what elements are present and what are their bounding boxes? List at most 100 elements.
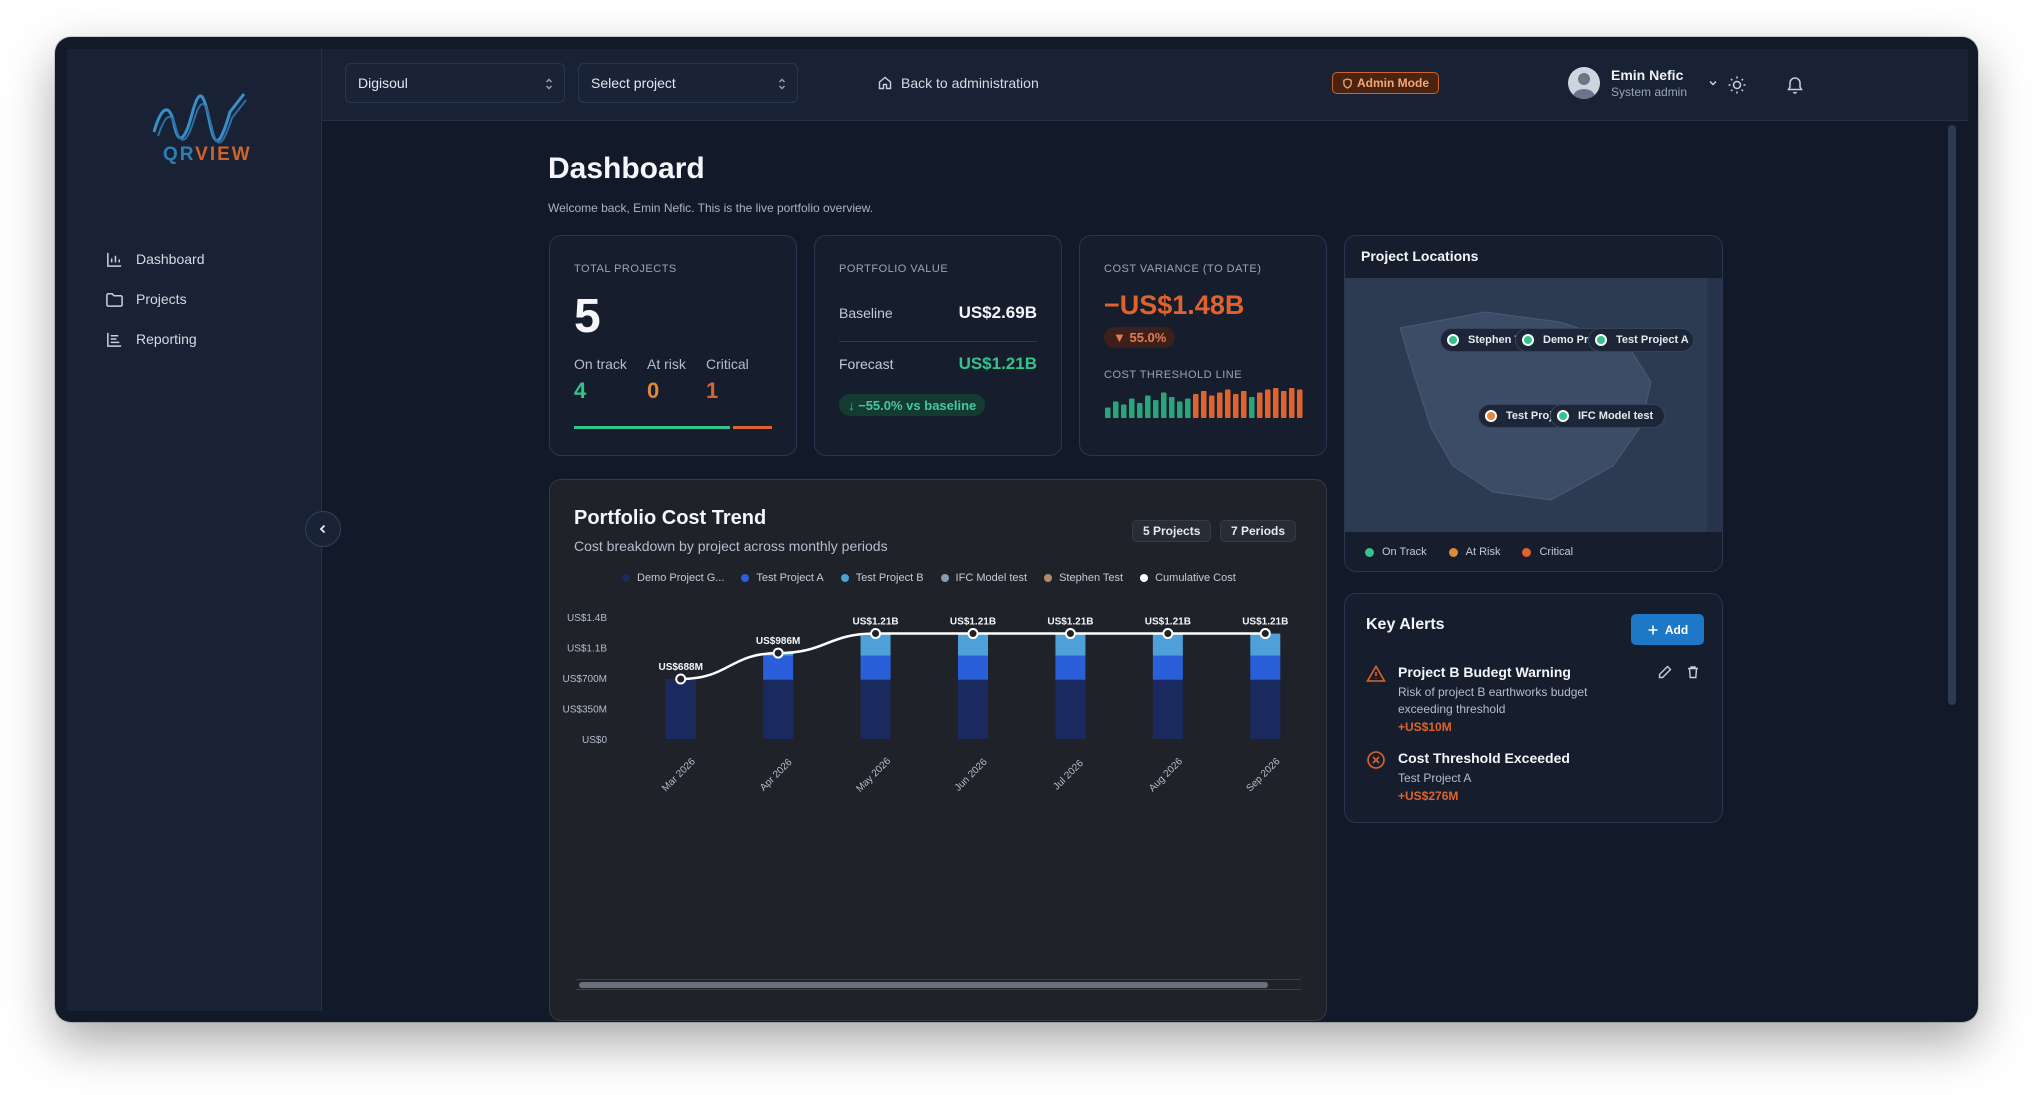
add-alert-button[interactable]: Add	[1631, 614, 1704, 645]
map-marker-test-project-a[interactable]: Test Project A	[1588, 328, 1694, 352]
status-pin	[1522, 334, 1534, 346]
bar-segment[interactable]	[958, 633, 988, 656]
sidebar-nav: Dashboard Projects Reporting	[105, 239, 205, 359]
legend-item[interactable]: Demo Project G...	[622, 572, 724, 584]
bar-segment[interactable]	[763, 679, 794, 739]
trash-icon[interactable]	[1685, 664, 1701, 680]
project-locations-card: Project Locations Stephen Test Demo Proj…	[1344, 235, 1723, 572]
bar-segment[interactable]	[1055, 633, 1086, 656]
user-name: Emin Nefic	[1611, 67, 1684, 83]
vertical-scrollbar[interactable]	[1948, 125, 1956, 705]
threshold-bar	[1177, 401, 1183, 418]
main-content: Dashboard Welcome back, Emin Nefic. This…	[322, 121, 1968, 1021]
threshold-bar	[1161, 392, 1167, 418]
scrollbar-thumb[interactable]	[579, 982, 1268, 988]
legend-item[interactable]: Cumulative Cost	[1140, 572, 1236, 584]
bar-segment[interactable]	[1055, 679, 1086, 739]
bar-segment[interactable]	[1250, 655, 1281, 680]
reporting-icon	[107, 332, 122, 347]
legend-at-risk: At Risk	[1448, 546, 1501, 558]
threshold-bar	[1233, 394, 1239, 418]
bar-segment[interactable]	[1152, 679, 1183, 739]
x-tick-label: Sep 2026	[1244, 756, 1282, 794]
cumulative-point[interactable]	[967, 628, 979, 640]
marker-label: IFC Model test	[1578, 410, 1654, 422]
stat-critical: Critical 1	[706, 356, 749, 404]
cumulative-point[interactable]	[1259, 628, 1271, 640]
legend-dot	[622, 574, 630, 582]
legend-dot	[1365, 547, 1374, 557]
user-menu[interactable]: Emin Nefic System admin	[1568, 67, 1719, 99]
app-logo[interactable]	[152, 84, 252, 164]
cumulative-point[interactable]	[1064, 628, 1076, 640]
x-tick-label: Mar 2026	[660, 756, 698, 794]
x-tick-label: Jul 2026	[1051, 758, 1086, 793]
threshold-bar	[1129, 398, 1135, 418]
projects-count-chip[interactable]: 5 Projects	[1132, 520, 1212, 542]
bar-segment[interactable]	[1250, 633, 1281, 656]
admin-badge-label: Admin Mode	[1357, 76, 1429, 90]
back-to-admin-link[interactable]: Back to administration	[877, 63, 1039, 103]
cumulative-point[interactable]	[675, 673, 687, 685]
card-label: PORTFOLIO VALUE	[839, 263, 949, 275]
project-select[interactable]: Select project	[578, 63, 798, 103]
chart-horizontal-scrollbar[interactable]	[576, 979, 1301, 990]
legend-item[interactable]: Test Project B	[840, 572, 924, 584]
data-label: US$1.21B	[853, 617, 899, 628]
sidebar-item-dashboard[interactable]: Dashboard	[105, 239, 205, 279]
threshold-bar	[1185, 398, 1191, 418]
legend-critical: Critical	[1522, 546, 1573, 558]
warning-triangle-icon	[1366, 664, 1386, 682]
threshold-bar	[1297, 389, 1303, 418]
bar-segment[interactable]	[1152, 655, 1183, 680]
data-label: US$986M	[756, 636, 800, 647]
project-map[interactable]: Stephen Test Demo Project G Test Project…	[1345, 278, 1722, 532]
bar-segment[interactable]	[860, 655, 891, 680]
org-select[interactable]: Digisoul	[345, 63, 565, 103]
alert-description: Test Project A	[1398, 771, 1472, 785]
legend-label: At Risk	[1465, 546, 1501, 558]
notifications-button[interactable]	[1780, 70, 1810, 100]
edit-icon[interactable]	[1657, 664, 1673, 680]
threshold-bar	[1265, 389, 1271, 418]
sidebar-item-projects[interactable]: Projects	[105, 279, 205, 319]
x-circle-icon	[1367, 751, 1385, 769]
stat-label: On track	[574, 356, 627, 372]
legend-item[interactable]: IFC Model test	[940, 572, 1027, 584]
cumulative-point[interactable]	[772, 647, 784, 659]
status-progress-bar	[574, 426, 772, 429]
sidebar-item-reporting[interactable]: Reporting	[105, 319, 205, 359]
threshold-bar	[1241, 391, 1247, 418]
bar-segment[interactable]	[1055, 655, 1086, 680]
x-tick-label: Jun 2026	[953, 756, 990, 793]
total-projects-card: TOTAL PROJECTS 5 On track 4 At risk 0 Cr…	[549, 235, 797, 456]
bar-segment[interactable]	[860, 679, 891, 739]
sidebar-item-label: Dashboard	[136, 251, 205, 267]
bar-segment[interactable]	[860, 633, 891, 656]
alert-amount: +US$10M	[1398, 720, 1452, 734]
cumulative-point[interactable]	[1162, 628, 1174, 640]
avatar	[1568, 67, 1600, 99]
map-marker-ifc-model-test[interactable]: IFC Model test	[1550, 404, 1665, 428]
alert-item[interactable]: Cost Threshold Exceeded Test Project A +…	[1366, 750, 1706, 803]
theme-toggle-button[interactable]	[1722, 70, 1752, 100]
bar-segment[interactable]	[958, 679, 988, 739]
total-projects-value: 5	[574, 290, 601, 343]
legend-item[interactable]: Stephen Test	[1044, 572, 1123, 584]
collapse-sidebar-button[interactable]	[305, 511, 341, 547]
bar-segment[interactable]	[665, 679, 696, 739]
cumulative-point[interactable]	[870, 628, 882, 640]
alert-item[interactable]: Project B Budegt Warning Risk of project…	[1366, 664, 1706, 734]
bar-segment[interactable]	[958, 655, 988, 680]
alert-description: Risk of project B earthworks budget exce…	[1398, 685, 1588, 716]
bar-segment[interactable]	[1152, 633, 1183, 656]
bar-segment[interactable]	[763, 655, 794, 680]
threshold-bar	[1289, 388, 1295, 418]
threshold-bar	[1273, 388, 1279, 418]
stat-value: 1	[706, 378, 719, 403]
legend-item[interactable]: Test Project A	[741, 572, 824, 584]
periods-count-chip[interactable]: 7 Periods	[1220, 520, 1297, 542]
y-tick-label: US$1.1B	[567, 644, 607, 655]
cost-trend-chart: US$0 US$350M US$700M US$1.1B US$1.4B Mar 2026…	[563, 613, 1289, 795]
bar-segment[interactable]	[1250, 679, 1281, 739]
